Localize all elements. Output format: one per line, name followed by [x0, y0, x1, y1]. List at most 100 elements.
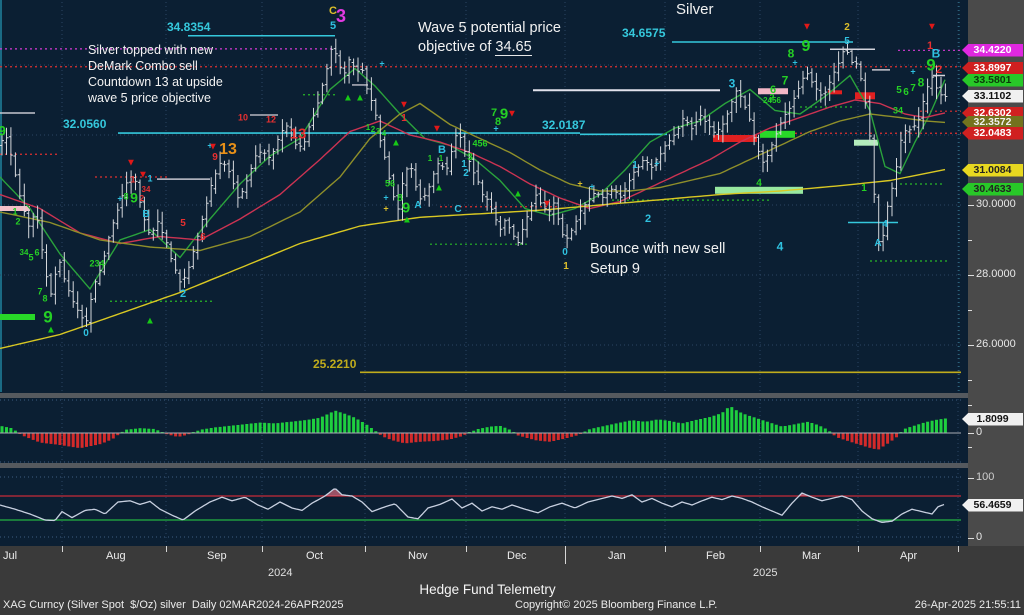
demark-count-label: 9 — [926, 55, 935, 74]
time-axis-strip: Hedge Fund Telemetry XAG Curncy (Silver … — [0, 546, 1024, 615]
month-label-sep: Sep — [207, 550, 227, 562]
month-label-mar: Mar — [802, 550, 821, 562]
demark-count-label: 34 — [20, 248, 29, 257]
year-label-2025: 2025 — [753, 567, 778, 579]
demark-count-label: C — [329, 5, 337, 17]
annotation-wave5-line1: Wave 5 potential price — [418, 20, 561, 36]
price-axis-minor-tick — [968, 380, 972, 381]
buy-signal-arrow-icon: ▲ — [434, 183, 444, 194]
price-axis-value-tag: 30.4633 — [962, 182, 1023, 196]
histogram-minor-tick — [968, 405, 972, 406]
demark-count-label: 9 — [802, 38, 811, 55]
demark-count-label: 8 — [397, 193, 403, 204]
demark-count-label: 2 — [180, 288, 186, 300]
buy-signal-arrow-icon: ▲ — [513, 189, 523, 200]
month-boundary-tick — [858, 546, 859, 552]
demark-count-label: 2 — [769, 92, 774, 102]
demark-count-label: 1 — [401, 113, 407, 124]
demark-count-label: + — [577, 178, 582, 188]
histogram-axis-label: 0 — [976, 426, 983, 438]
month-label-apr: Apr — [900, 550, 918, 562]
histogram-minor-tick — [968, 447, 972, 448]
panel-separator[interactable] — [0, 463, 1024, 468]
demark-count-label: 5 — [896, 85, 902, 96]
demark-count-label: 8 — [42, 293, 47, 303]
demark-count-label: 0 — [83, 328, 89, 339]
demark-count-label: 9 — [0, 122, 6, 138]
demark-count-label: 4 — [777, 240, 784, 254]
month-label-dec: Dec — [507, 550, 527, 562]
year-label-2024: 2024 — [268, 567, 293, 579]
chart-title: Silver — [676, 1, 714, 18]
demark-count-label: 34 — [142, 185, 151, 194]
month-label-jan: Jan — [608, 550, 626, 562]
svg-text:34.6575: 34.6575 — [622, 26, 666, 40]
demark-count-label: 1 — [130, 174, 135, 184]
month-label-nov: Nov — [408, 550, 428, 562]
sell-signal-arrow-icon: ▼ — [126, 158, 136, 169]
demark-count-label: 5 — [330, 20, 336, 32]
demark-count-label: 7 — [491, 107, 497, 119]
demark-count-label: 12 — [266, 114, 276, 124]
price-axis-value-tag: 31.0084 — [962, 163, 1023, 177]
demark-count-label: 4 — [756, 178, 762, 189]
svg-text:34.8354: 34.8354 — [167, 20, 211, 34]
annotation-demark-combo: Silver topped with new DeMark Combo sell… — [88, 43, 223, 105]
sell-signal-arrow-icon: ▼ — [399, 100, 409, 111]
oscillator-axis-tick — [968, 538, 974, 539]
svg-text:32.0560: 32.0560 — [63, 117, 107, 131]
demark-count-label: 5 — [180, 218, 186, 229]
demark-count-label: 9 — [130, 189, 138, 205]
sell-signal-arrow-icon: ▼ — [208, 142, 218, 153]
demark-count-label: 34 — [893, 105, 903, 115]
demark-count-label: 5 — [28, 252, 33, 262]
month-boundary-tick — [262, 546, 263, 552]
month-label-aug: Aug — [106, 550, 126, 562]
month-boundary-tick — [365, 546, 366, 552]
demark-count-label: 1 — [12, 206, 17, 216]
price-axis-tick-label: 26.0000 — [976, 338, 1016, 350]
month-boundary-tick — [62, 546, 63, 552]
month-boundary-tick — [665, 546, 666, 552]
sell-signal-arrow-icon: ▼ — [432, 124, 442, 135]
month-boundary-tick — [466, 546, 467, 552]
histogram-last-value-tag: 1.8099 — [962, 412, 1023, 426]
price-axis-minor-tick — [968, 240, 972, 241]
annotation-wave5: Wave 5 potential price objective of 34.6… — [418, 19, 561, 57]
panel-separator[interactable] — [0, 393, 1024, 398]
demark-count-label: + — [207, 140, 212, 150]
buy-signal-arrow-icon: ▲ — [355, 93, 365, 104]
demark-count-label: 2 — [463, 168, 469, 179]
footer-copyright: Copyright© 2025 Bloomberg Finance L.P. — [515, 599, 718, 611]
demark-count-label: B — [438, 144, 446, 156]
price-axis-value-tag: 33.8997 — [962, 61, 1023, 75]
month-boundary-tick — [760, 546, 761, 552]
oscillator-axis-label: 100 — [976, 471, 995, 483]
price-axis-value-tag: 33.5801 — [962, 73, 1023, 87]
demark-count-label: 1 — [632, 160, 638, 171]
price-axis-value-tag: 32.0483 — [962, 126, 1023, 140]
histogram-axis-tick — [968, 433, 974, 434]
demark-count-label: 7 — [782, 74, 789, 88]
buy-signal-arrow-icon: ▲ — [46, 325, 56, 336]
buy-signal-arrow-icon: ▲ — [343, 93, 353, 104]
demark-count-label: 6 — [34, 247, 39, 257]
demark-count-label: 2 — [15, 216, 20, 226]
price-axis-value-tag: 33.1102 — [962, 89, 1023, 103]
demark-count-label: + — [910, 66, 915, 76]
wave5-target-value: 34.65 — [495, 39, 532, 56]
demark-count-label: 2 — [844, 22, 850, 33]
demark-count-label: B — [932, 47, 941, 61]
month-boundary-tick — [166, 546, 167, 552]
demark-count-label: 1 — [439, 154, 444, 163]
month-label-jul: Jul — [3, 550, 18, 562]
demark-count-label: 456 — [472, 138, 487, 148]
demark-count-label: 2 — [645, 213, 651, 225]
price-axis-value-tag: 32.3572 — [962, 115, 1023, 129]
price-axis[interactable]: 30.0000 28.0000 26.0000 34.4220 33.8997 33.58… — [962, 0, 1024, 546]
oscillator-axis-tick — [968, 478, 974, 479]
demark-count-label: 1 — [461, 159, 467, 170]
demark-count-label: 1 — [147, 173, 152, 183]
